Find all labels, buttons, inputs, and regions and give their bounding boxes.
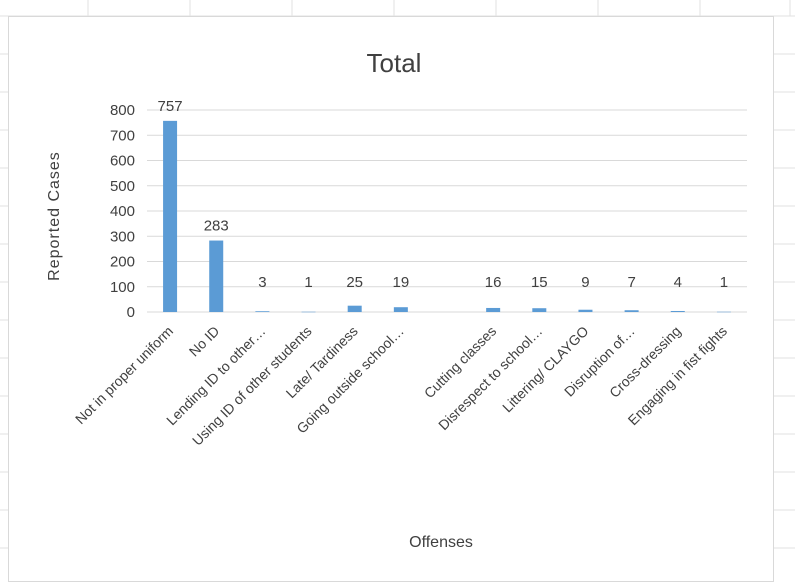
bar[interactable] [532, 308, 547, 312]
bar[interactable] [209, 240, 224, 312]
data-label: 757 [158, 98, 183, 115]
bar-chart: Total Reported Cases Offenses 0 100 200 300… [46, 48, 747, 551]
data-label: 15 [531, 274, 548, 291]
bar[interactable] [624, 310, 639, 312]
chart-area[interactable]: Total Reported Cases Offenses 0 100 200 300… [8, 16, 774, 582]
y-tick-label: 500 [110, 178, 135, 195]
bar[interactable] [347, 305, 362, 312]
x-axis-title: Offenses [409, 534, 473, 551]
data-label: 1 [720, 274, 728, 291]
bar[interactable] [670, 310, 685, 312]
bar[interactable] [255, 311, 270, 312]
data-label: 283 [204, 218, 229, 235]
y-tick-label: 0 [127, 304, 135, 321]
y-tick-label: 200 [110, 254, 135, 271]
plot-area: 0 100 200 300 400 500 600 700 800 757 Not in prope… [72, 98, 747, 449]
category-label: Littering/ CLAYGO [499, 323, 592, 416]
bar[interactable] [578, 309, 593, 312]
y-axis-title: Reported Cases [46, 151, 63, 281]
bar[interactable] [486, 307, 501, 312]
y-tick-label: 300 [110, 228, 135, 245]
y-tick-label: 400 [110, 203, 135, 220]
data-label: 25 [346, 274, 363, 291]
bar[interactable] [301, 311, 316, 313]
bar[interactable] [393, 307, 408, 312]
y-tick-label: 700 [110, 127, 135, 144]
category-label: No ID [186, 323, 223, 360]
category-label: Not in proper uniform [72, 323, 176, 427]
data-label: 7 [627, 274, 635, 291]
data-label: 16 [485, 274, 502, 291]
chart-title: Total [367, 48, 422, 78]
bar[interactable] [163, 120, 178, 312]
data-label: 3 [258, 274, 266, 291]
data-label: 9 [581, 274, 589, 291]
data-label: 1 [304, 274, 312, 291]
y-tick-label: 800 [110, 102, 135, 119]
data-label: 19 [393, 274, 410, 291]
y-tick-label: 600 [110, 153, 135, 170]
data-label: 4 [674, 274, 682, 291]
y-tick-label: 100 [110, 279, 135, 296]
bar[interactable] [716, 311, 731, 313]
